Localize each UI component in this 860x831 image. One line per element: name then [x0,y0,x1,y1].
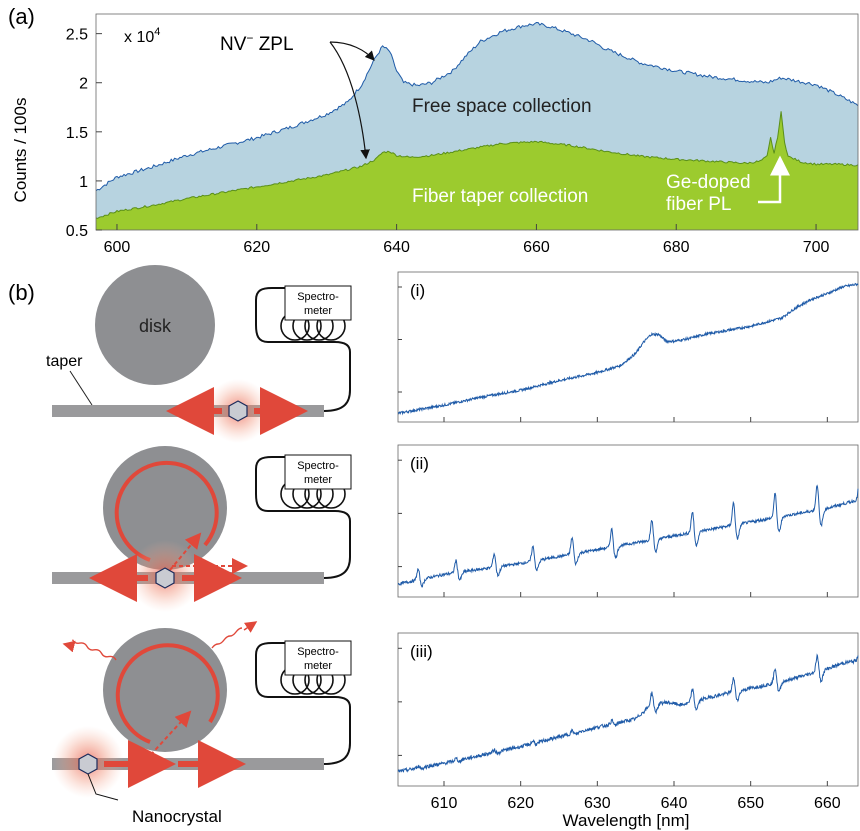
panel-a-x-ticks: 600 620 640 660 680 700 [104,224,830,256]
scatter-arrow-right [243,621,258,633]
spectrometer-label-2: meter [304,474,332,486]
panel-a-label: (a) [8,4,35,29]
subpanel-label: (i) [410,281,425,300]
spectrometer-label-1: Spectro- [297,291,339,303]
fiber-taper-area [96,111,858,230]
panel-a-ylabel: Counts / 100s [11,98,30,203]
spectrometer-label-1: Spectro- [297,460,339,472]
y-tick-label: 0.5 [66,223,88,240]
fiber-path [255,642,351,765]
spectrometer-box [284,640,352,676]
spectrometer-box [284,454,352,490]
spectrum-panel-1: (i) [397,271,859,423]
schematic-row-3: Nanocrystal Spectro- meter [52,621,352,826]
nanocrystal-pointer [87,773,119,801]
nanocrystal-label: Nanocrystal [132,807,222,826]
y-tick-label: 1.5 [66,125,88,142]
free-space-label: Free space collection [412,96,592,117]
schematic-row-1: disk taper Spectro- meter [46,265,352,443]
coupling-arrow-up [169,532,202,571]
panel-b-label: (b) [8,280,35,305]
x-tick-label: 630 [584,795,611,812]
ge-label-line2: fiber PL [666,194,731,215]
spectrum-line [397,484,859,588]
panel-a-frame [95,13,859,231]
ge-arrow [758,155,790,204]
x-tick-label: 680 [663,239,690,256]
y-tick-label: 2.5 [66,27,88,44]
scatter-arrow-left [62,640,76,653]
taper-label: taper [46,353,83,370]
schematic-row-2: Spectro- meter [52,446,352,612]
nanocrystal-icon [78,753,98,775]
zpl-arrow-upper [329,41,375,61]
spectrometer-label-2: meter [304,660,332,672]
spectrum-frame [397,632,859,787]
x-tick-label: 700 [803,239,830,256]
nanocrystal-icon [155,567,175,589]
spectra-xlabel: Wavelength [nm] [563,811,690,830]
ge-label-line1: Ge-doped [666,172,751,193]
whispering-gallery-mode [115,643,220,744]
fiber-path [255,456,351,579]
fiber-path [255,287,351,412]
x-tick-label: 600 [104,239,131,256]
nanocrystal-icon [228,400,248,422]
fiber-taper-label: Fiber taper collection [412,186,588,207]
multiplier-label: x 104 [124,26,160,46]
panel-a-y-ticks: 0.5 1 1.5 2 2.5 [66,27,102,240]
taper-pointer [69,370,93,406]
spectrometer-label-2: meter [304,305,332,317]
spectrometer-label-1: Spectro- [297,646,339,658]
x-tick-label: 620 [507,795,534,812]
subpanel-label: (iii) [410,642,433,661]
x-tick-label: 640 [383,239,410,256]
disk-label: disk [139,316,172,336]
fiber-taper-line [96,111,858,219]
free-space-line [96,21,858,192]
coupling-arrow [145,710,192,761]
x-tick-label: 650 [737,795,764,812]
x-tick-label: 660 [523,239,550,256]
disk-shape [95,265,215,385]
x-tick-label: 660 [814,795,841,812]
spectrum-line [397,653,859,773]
spectra-panels: (i) (ii) (iii) 610 620 630 640 650 660 [397,271,859,812]
spectrum-panel-3: (iii) 610 620 630 640 650 660 [397,632,859,812]
spectrum-line [398,282,859,416]
spectrum-frame [397,271,859,423]
spectrum-panel-2: (ii) [397,444,859,598]
subpanel-label: (ii) [410,454,429,473]
x-tick-label: 620 [243,239,270,256]
spectrum-frame [397,444,859,598]
x-tick-label: 610 [431,795,458,812]
spectrometer-box [284,285,352,321]
whispering-gallery-mode [114,460,219,562]
y-tick-label: 2 [79,76,88,93]
y-tick-label: 1 [79,174,88,191]
x-tick-label: 640 [661,795,688,812]
scattered-light-right [211,627,243,649]
zpl-annotation: NV− ZPL [220,31,294,55]
scattered-light-left [71,639,117,661]
zpl-arrow-lower [329,41,370,160]
